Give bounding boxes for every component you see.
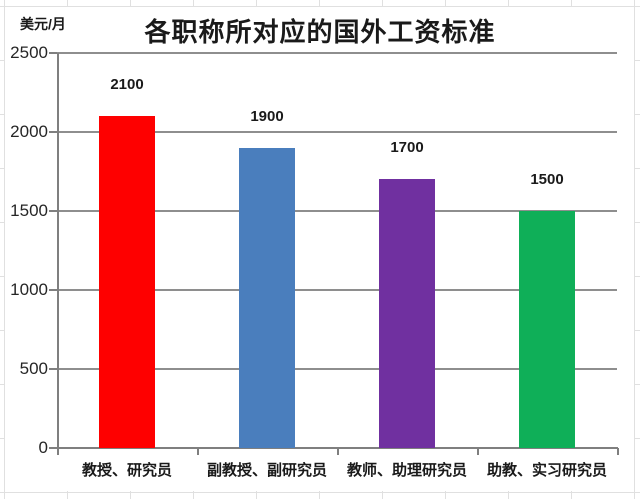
bar <box>379 179 435 448</box>
y-axis-tick-label: 500 <box>19 359 48 378</box>
y-axis-tick <box>49 447 57 449</box>
y-axis-tick-label: 0 <box>38 438 48 457</box>
y-axis-tick <box>49 289 57 291</box>
gridline <box>57 210 617 212</box>
y-axis <box>57 53 59 448</box>
x-axis-category-label: 助教、实习研究员 <box>486 462 607 479</box>
gridline <box>57 131 617 133</box>
y-axis-tick <box>49 52 57 54</box>
gridline <box>57 368 617 370</box>
bar-data-label: 1900 <box>250 107 284 125</box>
x-axis-category-label: 教师、助理研究员 <box>346 462 467 479</box>
y-axis-tick-label: 2000 <box>10 122 48 141</box>
y-axis-tick-label: 1000 <box>10 280 48 299</box>
x-axis-category-label: 教授、研究员 <box>81 462 172 479</box>
chart-title: 各职称所对应的国外工资标准 <box>144 18 496 47</box>
bar-data-label: 1500 <box>530 171 564 188</box>
y-axis-tick <box>49 210 57 212</box>
y-axis-tick <box>49 131 57 133</box>
y-axis-unit-label: 美元/月 <box>20 16 66 32</box>
bar <box>99 116 155 448</box>
bar <box>519 211 575 448</box>
y-axis-tick-label: 1500 <box>10 201 48 220</box>
bar-data-label: 2100 <box>110 76 144 94</box>
x-axis-tick <box>617 448 619 455</box>
x-axis-category-label: 副教授、副研究员 <box>206 462 327 479</box>
y-axis-tick-label: 2500 <box>10 43 48 62</box>
gridline <box>57 289 617 291</box>
y-axis-tick <box>49 368 57 370</box>
bar-data-label: 1700 <box>390 139 424 157</box>
bar <box>239 147 295 448</box>
x-axis-tick <box>57 448 59 455</box>
x-axis-tick <box>337 448 339 455</box>
x-axis-tick <box>477 448 479 455</box>
x-axis-tick <box>197 448 199 455</box>
gridline <box>57 52 617 54</box>
